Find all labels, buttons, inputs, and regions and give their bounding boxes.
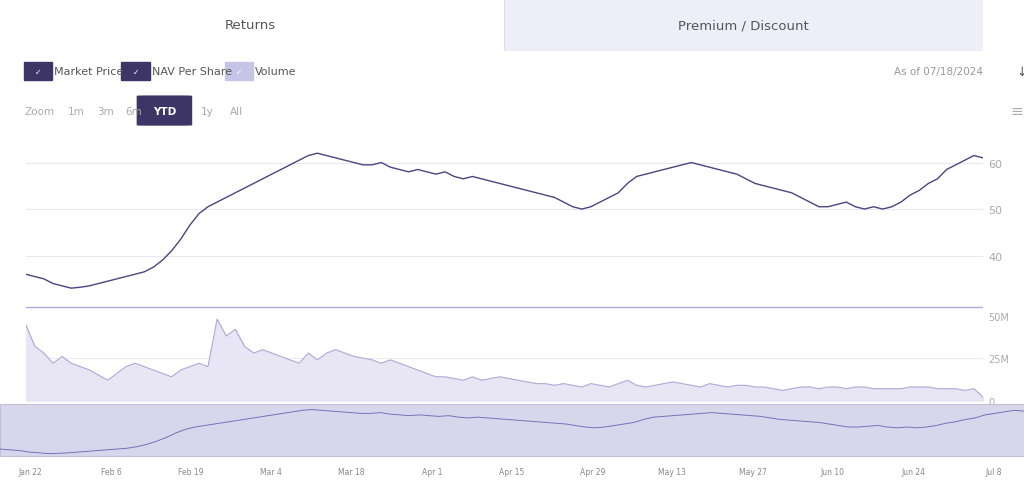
Text: Jul 8: Jul 8 — [985, 468, 1001, 477]
Text: ≡: ≡ — [1010, 104, 1023, 119]
Text: ✓: ✓ — [132, 67, 139, 76]
Text: As of 07/18/2024: As of 07/18/2024 — [894, 67, 983, 77]
FancyBboxPatch shape — [24, 63, 52, 81]
Text: Apr 29: Apr 29 — [580, 468, 605, 477]
Bar — [0, 404, 1024, 456]
FancyBboxPatch shape — [121, 63, 151, 81]
FancyBboxPatch shape — [224, 63, 254, 81]
Text: 3m: 3m — [96, 106, 114, 116]
Text: Mar 18: Mar 18 — [338, 468, 365, 477]
Text: ✓: ✓ — [35, 67, 41, 76]
Text: ✓: ✓ — [236, 67, 243, 76]
Text: May 27: May 27 — [738, 468, 767, 477]
Text: Premium / Discount: Premium / Discount — [678, 19, 809, 32]
Text: Apr 1: Apr 1 — [422, 468, 442, 477]
Text: Zoom: Zoom — [25, 106, 55, 116]
Text: Feb 19: Feb 19 — [178, 468, 204, 477]
Text: Jun 10: Jun 10 — [821, 468, 845, 477]
Text: ↓: ↓ — [1016, 65, 1024, 78]
Text: Feb 6: Feb 6 — [100, 468, 121, 477]
Text: Jun 24: Jun 24 — [901, 468, 925, 477]
Text: Volume: Volume — [255, 67, 297, 77]
Text: 6m: 6m — [125, 106, 142, 116]
Text: May 13: May 13 — [658, 468, 686, 477]
Bar — [504, 0, 983, 52]
Text: 1y: 1y — [201, 106, 214, 116]
Text: Jan 22: Jan 22 — [18, 468, 43, 477]
Text: All: All — [229, 106, 243, 116]
Text: Mar 4: Mar 4 — [260, 468, 283, 477]
Text: YTD: YTD — [153, 106, 176, 116]
Text: 1m: 1m — [68, 106, 85, 116]
Text: Returns: Returns — [225, 19, 276, 32]
FancyBboxPatch shape — [136, 96, 193, 126]
Text: Apr 15: Apr 15 — [500, 468, 524, 477]
Text: Market Price: Market Price — [54, 67, 124, 77]
Text: NAV Per Share: NAV Per Share — [152, 67, 232, 77]
